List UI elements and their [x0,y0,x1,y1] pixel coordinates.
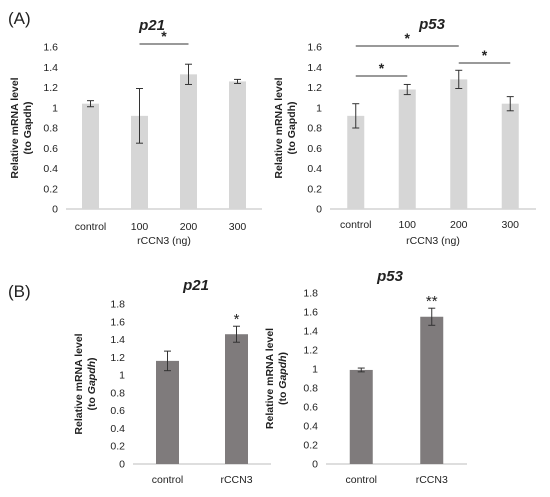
y-axis-label: Relative mRNA level(to Gapdh) [264,328,289,429]
chart-b-p21: p21 0 0.2 0.4 0.6 0.8 1 1.2 1.4 1.6 1.8 control rCCN… [73,277,271,486]
y-axis-label-line2: (to Gapdh) [286,101,298,154]
panel-label-a: (A) [8,9,31,28]
x-axis-label: rCCN3 (ng) [137,235,191,247]
chart-a-p21: p21 0 0.2 0.4 0.6 0.8 1 1.2 1.4 1.6 control 100 200 3… [9,17,262,247]
y-axis-label-line2-suffix: ) [86,357,98,361]
y-tick-label: 1.2 [307,82,322,94]
y-tick-label: 1.2 [303,345,318,357]
bar [398,89,416,209]
bar [180,74,197,210]
x-tick-label: 100 [131,221,149,233]
bar [131,115,148,209]
y-tick-label: 1 [52,102,58,114]
bar [450,79,468,210]
y-tick-label: 1.4 [43,62,58,74]
y-tick-label: 0.4 [43,163,58,175]
significance-label: ** [426,293,438,310]
y-tick-label: 1 [312,364,318,376]
y-tick-label: 0.4 [307,163,322,175]
significance-label: * [482,47,488,63]
y-tick-label: 0.2 [303,440,318,452]
bar [349,369,373,464]
y-tick-label: 0 [52,204,58,216]
y-axis-label-line2-italic: Gapdh [86,361,98,394]
bar [229,81,246,209]
y-tick-label: 1.4 [307,62,322,74]
y-tick-label: 0.8 [307,123,322,135]
y-tick-label: 1.4 [110,334,125,346]
y-tick-label: 0.6 [43,143,58,155]
bar [82,103,99,209]
bar [347,115,365,209]
y-tick-label: 0.2 [307,183,322,195]
bar [225,334,248,464]
x-tick-label: control [345,474,377,486]
significance-label: * [161,28,167,44]
y-tick-label: 0.4 [303,421,318,433]
y-tick-label: 1.8 [303,288,318,300]
y-axis-label-line2: (to Gapdh) [22,101,34,154]
y-axis-label-line2-prefix: (to [277,389,289,405]
y-axis-label-line2-suffix: ) [277,352,289,356]
y-tick-label: 1.6 [307,42,322,54]
y-axis-label-line1: Relative mRNA level [9,77,21,178]
y-tick-label: 0.6 [303,402,318,414]
y-tick-label: 0.8 [110,387,125,399]
y-axis-label: Relative mRNA level(to Gapdh) [9,77,34,178]
x-tick-label: rCCN3 [220,474,252,486]
y-axis-label: Relative mRNA level(to Gapdh) [73,333,98,434]
x-tick-label: 300 [501,219,519,231]
y-axis-label-line2-italic: Gapdh [277,355,289,388]
x-tick-label: control [152,474,184,486]
x-tick-label: control [75,221,107,233]
y-tick-label: 0.8 [303,383,318,395]
x-axis-label: rCCN3 (ng) [406,235,460,247]
y-tick-label: 1.4 [303,326,318,338]
chart-title: p53 [418,16,446,33]
y-tick-label: 0.6 [110,405,125,417]
chart-title: p21 [182,277,209,294]
x-tick-label: 200 [450,219,468,231]
y-axis-label-line1: Relative mRNA level [273,77,285,178]
y-axis-label-line2-prefix: (to [86,394,98,410]
y-tick-label: 0.6 [307,143,322,155]
y-tick-label: 1.6 [110,316,125,328]
x-tick-label: 100 [398,219,416,231]
x-tick-label: control [340,219,372,231]
y-tick-label: 1 [316,102,322,114]
y-tick-label: 0.2 [43,183,58,195]
y-tick-label: 1.2 [43,82,58,94]
y-tick-label: 1.6 [303,307,318,319]
y-tick-label: 0.4 [110,423,125,435]
panel-label-b: (B) [8,282,31,301]
x-tick-label: 300 [229,221,247,233]
y-tick-label: 0.2 [110,441,125,453]
y-tick-label: 1.8 [110,299,125,311]
y-tick-label: 1.2 [110,352,125,364]
y-tick-label: 0 [316,204,322,216]
y-tick-label: 0 [119,459,125,471]
bar [156,360,179,464]
chart-title: p53 [376,268,404,285]
y-tick-label: 0.8 [43,123,58,135]
y-axis-label-line1: Relative mRNA level [73,333,85,434]
y-axis-label: Relative mRNA level(to Gapdh) [273,77,298,178]
y-tick-label: 1 [119,370,125,382]
significance-label: * [234,311,240,328]
chart-title: p21 [138,17,165,34]
bar [501,103,519,209]
x-tick-label: 200 [180,221,198,233]
x-tick-label: rCCN3 [416,474,448,486]
chart-b-p53: p53 0 0.2 0.4 0.6 0.8 1 1.2 1.4 1.6 1.8 control rCCN… [264,268,467,486]
bar [420,316,444,464]
y-tick-label: 0 [312,459,318,471]
y-axis-label-line1: Relative mRNA level [264,328,276,429]
significance-label: * [405,30,411,46]
chart-a-p53: p53 0 0.2 0.4 0.6 0.8 1 1.2 1.4 1.6 control 100 200 3… [273,16,536,247]
significance-label: * [379,60,385,76]
y-tick-label: 1.6 [43,42,58,54]
